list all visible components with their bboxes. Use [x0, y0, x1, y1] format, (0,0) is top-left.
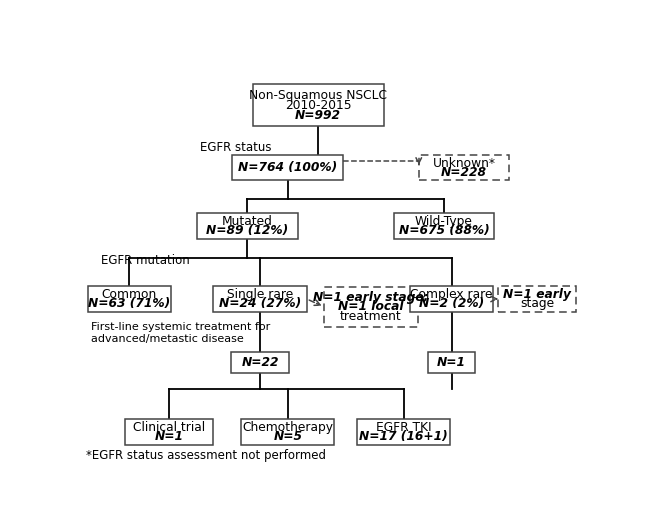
- Text: EGFR mutation: EGFR mutation: [101, 254, 190, 267]
- Text: Single rare: Single rare: [227, 288, 293, 301]
- Text: N=1: N=1: [437, 356, 466, 369]
- Text: EGFR TKI: EGFR TKI: [376, 421, 432, 434]
- Text: stage: stage: [520, 297, 554, 310]
- Text: N=764 (100%): N=764 (100%): [238, 161, 337, 174]
- FancyBboxPatch shape: [498, 286, 576, 312]
- FancyBboxPatch shape: [197, 213, 298, 239]
- FancyBboxPatch shape: [252, 84, 384, 126]
- Text: Clinical trial: Clinical trial: [133, 421, 205, 434]
- Text: N=1 early stage;: N=1 early stage;: [313, 291, 428, 304]
- Text: N=992: N=992: [295, 108, 341, 122]
- FancyBboxPatch shape: [324, 287, 417, 327]
- FancyBboxPatch shape: [231, 352, 289, 373]
- FancyBboxPatch shape: [233, 155, 343, 180]
- Text: Chemotherapy: Chemotherapy: [242, 421, 333, 434]
- Text: N=675 (88%): N=675 (88%): [398, 224, 489, 237]
- Text: N=2 (2%): N=2 (2%): [419, 297, 484, 310]
- FancyBboxPatch shape: [125, 419, 213, 445]
- FancyBboxPatch shape: [410, 286, 493, 312]
- Text: N=17 (16+1): N=17 (16+1): [359, 430, 448, 443]
- Text: *EGFR status assessment not performed: *EGFR status assessment not performed: [86, 449, 326, 462]
- Text: Complex rare: Complex rare: [410, 288, 493, 301]
- Text: Common: Common: [101, 288, 157, 301]
- Text: N=1: N=1: [155, 430, 184, 443]
- Text: Mutated: Mutated: [222, 215, 273, 228]
- Text: Non-Squamous NSCLC: Non-Squamous NSCLC: [249, 89, 387, 102]
- Text: N=5: N=5: [273, 430, 302, 443]
- Text: EGFR status: EGFR status: [200, 141, 271, 154]
- FancyBboxPatch shape: [393, 213, 495, 239]
- Text: Unknown*: Unknown*: [433, 157, 495, 170]
- Text: N=89 (12%): N=89 (12%): [206, 224, 289, 237]
- Text: N=63 (71%): N=63 (71%): [88, 297, 170, 310]
- Text: 2010-2015: 2010-2015: [285, 99, 351, 112]
- Text: N=228: N=228: [441, 166, 487, 179]
- Text: Wild-Type: Wild-Type: [415, 215, 473, 228]
- Text: N=24 (27%): N=24 (27%): [219, 297, 301, 310]
- FancyBboxPatch shape: [428, 352, 475, 373]
- Text: N=1 local: N=1 local: [338, 300, 404, 313]
- Text: treatment: treatment: [340, 310, 402, 323]
- FancyBboxPatch shape: [419, 155, 510, 180]
- FancyBboxPatch shape: [213, 286, 307, 312]
- FancyBboxPatch shape: [241, 419, 334, 445]
- Text: N=1 early: N=1 early: [503, 288, 571, 301]
- Text: First-line systemic treatment for
advanced/metastic disease: First-line systemic treatment for advanc…: [91, 322, 270, 344]
- Text: N=22: N=22: [241, 356, 279, 369]
- FancyBboxPatch shape: [357, 419, 450, 445]
- FancyBboxPatch shape: [88, 286, 171, 312]
